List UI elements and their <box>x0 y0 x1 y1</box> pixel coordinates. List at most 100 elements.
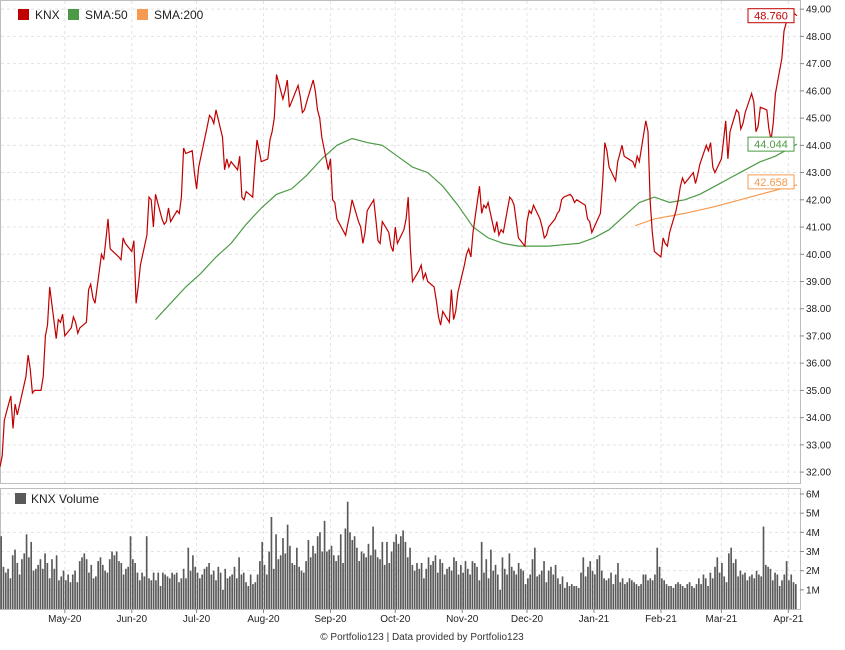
volume-bar <box>159 586 162 609</box>
volume-bar <box>0 536 2 609</box>
volume-bar <box>681 586 684 609</box>
volume-bar <box>224 568 227 610</box>
volume-bar <box>767 566 769 609</box>
x-tick-label: Aug-20 <box>247 614 280 625</box>
volume-bar <box>577 587 580 609</box>
volume-bar <box>11 555 14 609</box>
volume-bar <box>651 580 654 610</box>
volume-bar <box>14 549 16 609</box>
volume-bar <box>487 578 490 609</box>
volume-bar <box>397 543 400 609</box>
volume-bar <box>515 574 518 609</box>
volume-bar <box>612 584 615 609</box>
volume-bar <box>457 574 460 609</box>
volume-bar <box>432 561 434 609</box>
volume-bar <box>688 582 691 609</box>
x-tick-label: Nov-20 <box>446 614 479 625</box>
volume-bar <box>455 561 458 609</box>
volume-bar <box>305 561 307 609</box>
volume-bar <box>527 578 529 609</box>
volume-bar <box>409 547 411 609</box>
volume-bar <box>730 547 732 609</box>
price-y-tick-label: 46.00 <box>806 86 831 97</box>
volume-bar <box>351 540 354 609</box>
volume-bar <box>795 584 797 609</box>
volume-bar <box>286 524 289 609</box>
volume-bar <box>538 574 541 609</box>
volume-bar <box>282 538 284 609</box>
volume-bar <box>330 545 333 610</box>
volume-bar <box>222 589 224 609</box>
volume-bar <box>707 586 709 609</box>
price-y-tick-label: 39.00 <box>806 277 831 288</box>
volume-bar <box>99 557 102 610</box>
price-y-tick-label: 48.00 <box>806 32 831 43</box>
volume-bar <box>328 549 331 609</box>
volume-bar <box>178 582 180 609</box>
volume-bar <box>337 555 340 609</box>
volume-bar <box>342 563 344 609</box>
volume-bar <box>309 557 312 610</box>
volume-bar <box>478 580 481 610</box>
volume-bar <box>272 568 275 610</box>
volume-bar <box>291 563 294 609</box>
volume-bar <box>640 584 642 609</box>
volume-bar <box>670 586 672 609</box>
volume-bar <box>279 555 282 609</box>
price-y-tick-label: 34.00 <box>806 413 831 424</box>
volume-bar <box>399 536 402 609</box>
x-tick-label: Jul-20 <box>183 614 211 625</box>
volume-bar <box>420 563 423 609</box>
volume-gridlines <box>1 489 800 609</box>
volume-bar <box>693 587 696 609</box>
volume-bar <box>67 574 69 609</box>
volume-bar <box>113 555 116 609</box>
volume-bar <box>60 576 63 609</box>
volume-bar <box>684 587 686 609</box>
volume-bar <box>104 570 106 609</box>
volume-bar <box>252 584 254 609</box>
volume-bar <box>199 578 201 609</box>
volume-bar <box>339 534 342 610</box>
volume-bar <box>155 580 157 610</box>
volume-bar <box>427 557 430 610</box>
volume-bar <box>360 551 363 609</box>
volume-bar <box>430 564 432 609</box>
volume-bar <box>25 534 28 610</box>
volume-bar <box>416 563 418 609</box>
volume-bar <box>344 528 347 609</box>
volume-bar <box>395 534 398 610</box>
volume-bar <box>737 576 739 609</box>
x-tick-label: Jun-20 <box>116 614 147 625</box>
volume-bar <box>550 566 552 609</box>
volume-bar <box>393 541 395 609</box>
volume-legend-label: KNX Volume <box>31 492 99 506</box>
volume-bar <box>466 568 469 610</box>
volume-bar <box>748 576 751 609</box>
volume-bar <box>143 576 146 609</box>
volume-bar <box>443 574 446 609</box>
volume-bar <box>790 574 793 609</box>
volume-bar <box>356 547 358 609</box>
volume-bar <box>148 578 150 609</box>
volume-bar <box>402 530 404 609</box>
volume-bar <box>323 520 326 609</box>
volume-bar <box>723 576 726 609</box>
volume-bar <box>656 547 659 609</box>
volume-bar <box>152 572 155 609</box>
volume-bar <box>358 561 361 609</box>
volume-bar <box>261 541 264 609</box>
volume-bar <box>379 559 381 609</box>
volume-bar <box>293 564 296 609</box>
volume-bar <box>247 586 250 609</box>
volume-bar <box>540 570 543 609</box>
volume-bar <box>162 572 164 609</box>
volume-bar <box>718 572 721 609</box>
volume-bar <box>744 572 746 609</box>
volume-bar <box>268 551 270 609</box>
volume-bar <box>16 563 19 609</box>
volume-bar <box>44 553 46 609</box>
volume-bar <box>201 574 203 609</box>
volume-bar <box>741 574 744 609</box>
volume-bar <box>570 584 573 609</box>
